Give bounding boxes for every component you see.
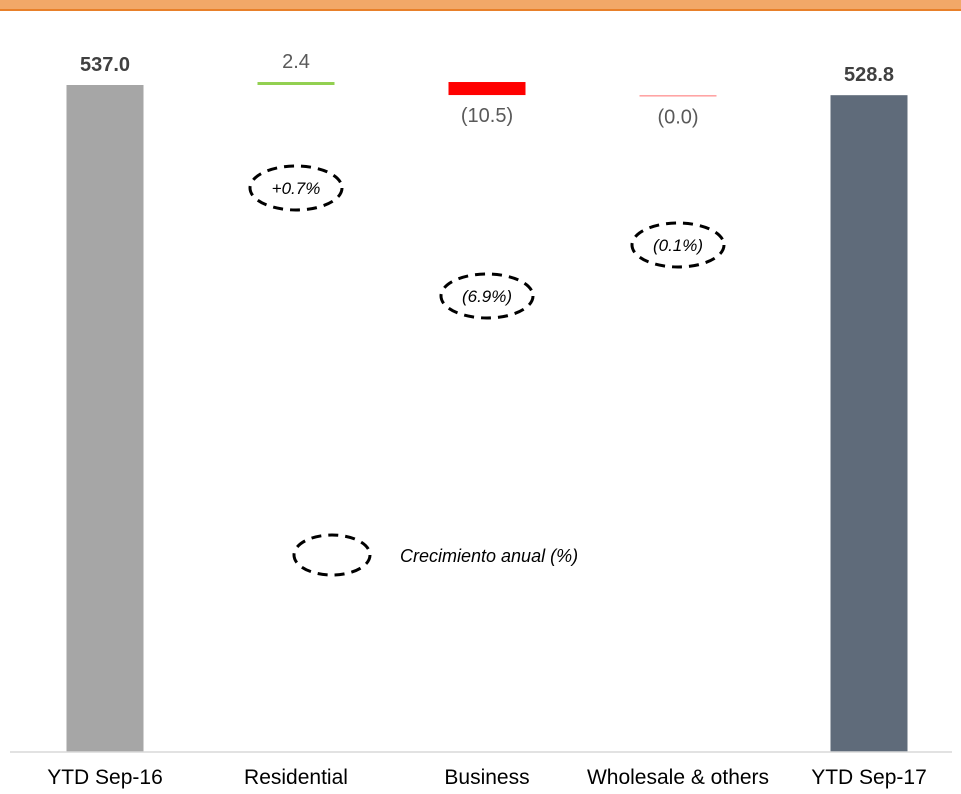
growth-ellipse-1 <box>248 164 344 212</box>
growth-ellipse-3 <box>630 221 726 269</box>
value-label-2: (10.5) <box>461 105 513 127</box>
bar-0 <box>66 85 144 752</box>
bar-4 <box>830 95 908 752</box>
growth-ellipse-2 <box>439 272 535 320</box>
value-label-4: 528.8 <box>844 64 894 86</box>
legend-text: Crecimiento anual (%) <box>400 546 578 566</box>
category-label-3: Wholesale & others <box>587 766 769 789</box>
category-label-1: Residential <box>244 766 348 789</box>
bar-2 <box>448 82 526 96</box>
value-label-1: 2.4 <box>282 51 310 73</box>
category-label-0: YTD Sep-16 <box>47 766 163 789</box>
value-label-3: (0.0) <box>657 107 698 129</box>
growth-label-3: (0.1%) <box>653 236 703 255</box>
bar-3 <box>639 95 717 97</box>
value-label-0: 537.0 <box>80 54 130 76</box>
top-rule <box>0 0 961 11</box>
growth-label-1: +0.7% <box>272 179 321 198</box>
category-label-4: YTD Sep-17 <box>811 766 927 789</box>
category-label-2: Business <box>444 766 529 789</box>
growth-label-2: (6.9%) <box>462 287 512 306</box>
legend-ellipse <box>292 533 372 577</box>
bar-1 <box>257 82 335 85</box>
